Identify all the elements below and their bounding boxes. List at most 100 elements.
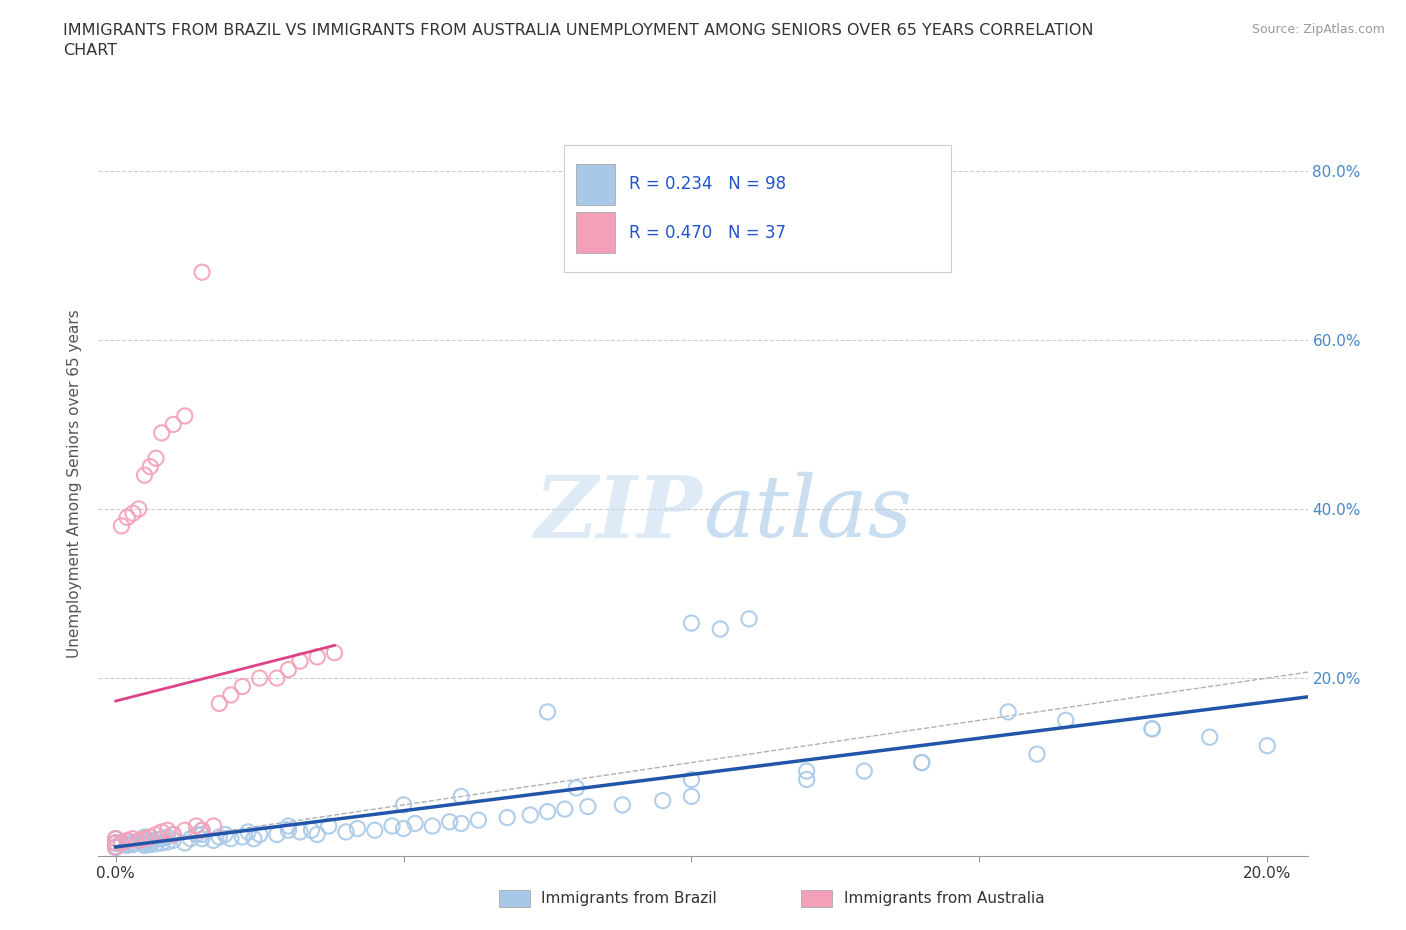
Point: [202, 833, 225, 848]
Point: [173, 408, 195, 423]
Point: [145, 827, 167, 842]
Point: [134, 838, 156, 853]
Point: [122, 835, 145, 850]
Point: [128, 501, 150, 516]
Point: [134, 468, 156, 483]
Point: [911, 755, 934, 770]
Point: [450, 816, 472, 830]
Text: R = 0.234   N = 98: R = 0.234 N = 98: [630, 175, 786, 193]
Point: [104, 840, 127, 855]
Point: [145, 836, 167, 851]
Point: [219, 831, 242, 846]
Point: [1198, 730, 1220, 745]
Point: [104, 835, 127, 850]
Point: [738, 611, 761, 626]
Point: [1054, 713, 1077, 728]
Point: [796, 764, 818, 778]
Point: [318, 818, 340, 833]
Point: [576, 799, 599, 814]
Point: [301, 823, 323, 838]
Point: [1026, 747, 1049, 762]
Point: [1140, 722, 1163, 737]
Point: [110, 837, 132, 852]
Point: [266, 671, 288, 685]
Point: [307, 827, 329, 842]
Point: [208, 830, 231, 844]
Point: [439, 815, 461, 830]
Point: [853, 764, 876, 778]
Point: [150, 835, 173, 850]
Point: [162, 827, 184, 842]
Point: [134, 835, 156, 850]
Point: [335, 825, 357, 840]
Point: [249, 827, 271, 842]
Point: [145, 832, 167, 847]
Point: [156, 834, 179, 849]
FancyBboxPatch shape: [564, 145, 950, 272]
Point: [231, 679, 253, 694]
Point: [139, 837, 162, 852]
Point: [134, 833, 156, 848]
Point: [997, 704, 1019, 719]
Y-axis label: Unemployment Among Seniors over 65 years: Unemployment Among Seniors over 65 years: [67, 309, 83, 658]
Point: [104, 831, 127, 846]
Point: [450, 789, 472, 804]
Point: [104, 831, 127, 846]
Text: Source: ZipAtlas.com: Source: ZipAtlas.com: [1251, 23, 1385, 36]
Point: [128, 833, 150, 848]
Point: [186, 827, 208, 842]
Point: [323, 645, 346, 660]
Point: [231, 830, 253, 844]
Point: [536, 804, 558, 819]
Point: [150, 831, 173, 846]
Point: [404, 816, 426, 830]
Point: [202, 818, 225, 833]
Point: [554, 802, 576, 817]
Point: [115, 837, 138, 852]
Point: [110, 835, 132, 850]
Text: ZIP: ZIP: [536, 472, 703, 555]
Point: [104, 840, 127, 855]
Point: [134, 831, 156, 846]
Point: [173, 823, 195, 838]
Point: [162, 833, 184, 848]
Point: [191, 823, 214, 838]
Point: [277, 818, 299, 833]
Point: [467, 813, 489, 828]
Point: [496, 810, 519, 825]
Point: [681, 616, 703, 631]
Point: [277, 662, 299, 677]
Point: [104, 835, 127, 850]
Point: [422, 818, 444, 833]
Point: [139, 830, 162, 844]
Point: [104, 840, 127, 855]
Point: [307, 649, 329, 664]
Point: [392, 797, 415, 812]
Point: [186, 818, 208, 833]
Point: [104, 840, 127, 855]
Point: [911, 755, 934, 770]
Point: [392, 821, 415, 836]
Point: [1256, 738, 1278, 753]
Point: [162, 417, 184, 432]
Text: R = 0.470   N = 37: R = 0.470 N = 37: [630, 223, 786, 242]
Point: [104, 840, 127, 855]
Point: [110, 835, 132, 850]
Point: [243, 831, 266, 846]
Point: [288, 654, 311, 669]
Point: [104, 840, 127, 855]
Point: [156, 823, 179, 838]
Point: [115, 510, 138, 525]
Text: Immigrants from Australia: Immigrants from Australia: [844, 891, 1045, 906]
Point: [681, 789, 703, 804]
Point: [249, 671, 271, 685]
Point: [115, 834, 138, 849]
Point: [134, 836, 156, 851]
Point: [681, 772, 703, 787]
Point: [651, 793, 673, 808]
Point: [134, 830, 156, 844]
Point: [277, 823, 299, 838]
Point: [104, 831, 127, 846]
Text: IMMIGRANTS FROM BRAZIL VS IMMIGRANTS FROM AUSTRALIA UNEMPLOYMENT AMONG SENIORS O: IMMIGRANTS FROM BRAZIL VS IMMIGRANTS FRO…: [63, 23, 1094, 58]
Point: [156, 830, 179, 844]
